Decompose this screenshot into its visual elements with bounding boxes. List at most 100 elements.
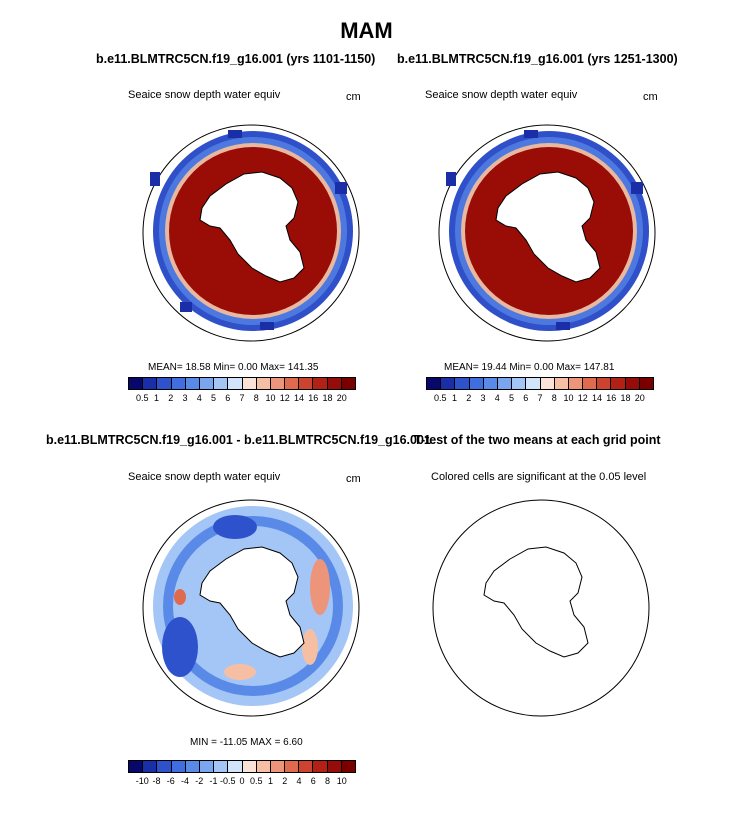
panel-1-colorbar-swatch [327,378,342,389]
panel-4-case-title: T-test of the two means at each grid poi… [414,433,661,447]
panel-1-colorbar-swatch [270,378,286,389]
panel-2-colorbar-swatch [583,378,598,389]
panel-3-colorbar-tick-label: -10 [135,776,149,786]
panel-2-colorbar-tick-label: 7 [537,393,543,403]
panel-3-colorbar-swatch [256,761,271,772]
panel-1-colorbar-swatch [185,378,200,389]
figure-title: MAM [340,18,393,43]
panel-2-colorbar-swatch [483,378,498,389]
panel-2-colorbar-tick-label: 14 [591,393,603,403]
panel-2-colorbar-swatch [427,378,442,389]
panel-2-units: cm [643,91,658,103]
panel-1-colorbar-swatch [313,378,328,389]
panel-1-colorbar-tick-label: 14 [293,393,305,403]
panel-1-colorbar-swatch [171,378,186,389]
panel-2-colorbar-tick-label: 18 [620,393,631,403]
panel-2-colorbar-tick-label: 1 [451,393,458,403]
panel-1-colorbar-tick-label: 8 [253,393,259,403]
panel-2-colorbar-swatch [611,378,626,389]
panel-3-colorbar-swatch [185,761,200,772]
panel-3-colorbar-tick-label: 0.5 [249,776,263,786]
panel-1-colorbar-swatch [228,378,243,389]
panel-3-map [142,499,360,717]
panel-3-stats: MIN = -11.05 MAX = 6.60 [190,737,303,748]
panel-1-colorbar-tick-label: 7 [239,393,245,403]
panel-2-colorbar [426,377,654,390]
panel-1-antarctica [199,171,305,283]
panel-3-colorbar-swatch [341,761,355,772]
panel-1-colorbar-tick-label: 18 [322,393,333,403]
panel-3-colorbar-swatch [199,761,215,772]
panel-1-map [142,124,360,342]
panel-2-colorbar-tick-label: 4 [494,393,500,403]
panel-3-antarctica [199,546,305,658]
panel-1-colorbar-tick-label: 12 [279,393,290,403]
panel-3-colorbar-tick-label: 2 [282,776,288,786]
panel-3-variable-label: Seaice snow depth water equiv [128,471,281,483]
panel-3-colorbar-swatch [143,761,158,772]
panel-3-colorbar-swatch [327,761,342,772]
panel-2-colorbar-swatch [455,378,470,389]
panel-1-colorbar-swatch [143,378,158,389]
panel-3-colorbar-tick-label: 1 [267,776,274,786]
panel-2-colorbar-swatch [597,378,612,389]
panel-2-colorbar-tick-label: 6 [523,393,529,403]
panel-2-colorbar-tick-label: 3 [480,393,486,403]
panel-2-colorbar-swatch [497,378,513,389]
panel-3-colorbar-swatch [313,761,328,772]
panel-3-colorbar-tick-label: -0.5 [219,776,236,786]
panel-1-colorbar-tick-label: 0.5 [135,393,149,403]
panel-1-colorbar-tick-label: 5 [210,393,217,403]
panel-3-colorbar-swatch [242,761,257,772]
panel-2-colorbar-swatch [554,378,569,389]
panel-2-colorbar-tick-label: 12 [577,393,588,403]
panel-2-colorbar-swatch [639,378,653,389]
panel-1-stats: MEAN= 18.58 Min= 0.00 Max= 141.35 [148,362,319,373]
panel-4-variable-label: Colored cells are significant at the 0.0… [431,471,647,483]
panel-1-colorbar-swatch [256,378,271,389]
panel-2-colorbar-tick-label: 5 [508,393,515,403]
panel-3-colorbar-labels: -10 -8 -6 -4 -2 -1 -0.5 0 0.5 1 2 4 6 8 10 [128,776,356,788]
panel-2-colorbar-tick-label: 20 [634,393,645,403]
panel-2-colorbar-swatch [512,378,527,389]
panel-1-variable-label: Seaice snow depth water equiv [128,89,281,101]
panel-3-colorbar-swatch [171,761,186,772]
panel-3-colorbar-tick-label: 8 [324,776,331,786]
panel-3-case-title: b.e11.BLMTRC5CN.f19_g16.001 - b.e11.BLMT… [46,433,431,447]
panel-3-colorbar-swatch [285,761,300,772]
panel-1-colorbar-swatch [242,378,257,389]
panel-2-colorbar-swatch [540,378,555,389]
panel-1-colorbar-labels: 0.5 1 2 3 4 5 6 7 8 10 12 14 16 18 20 [128,393,356,405]
panel-1-colorbar-swatch [299,378,314,389]
panel-2-colorbar-swatch [568,378,584,389]
panel-3-colorbar-tick-label: -2 [195,776,204,786]
panel-2-colorbar-swatch [625,378,640,389]
panel-1-units: cm [346,91,361,103]
panel-2-case-title: b.e11.BLMTRC5CN.f19_g16.001 (yrs 1251-13… [397,52,678,66]
panel-2-colorbar-swatch [469,378,484,389]
panel-1-colorbar-tick-label: 16 [308,393,319,403]
panel-2-variable-label: Seaice snow depth water equiv [425,89,578,101]
panel-2-stats: MEAN= 19.44 Min= 0.00 Max= 147.81 [444,362,615,373]
panel-3-colorbar-swatch [228,761,243,772]
panel-2-colorbar-swatch [441,378,456,389]
panel-1-colorbar-swatch [157,378,172,389]
panel-3-colorbar-swatch [157,761,172,772]
panel-2-colorbar-tick-label: 16 [606,393,617,403]
panel-2-colorbar-tick-label: 0.5 [433,393,447,403]
panel-2-colorbar-tick-label: 10 [563,393,574,403]
panel-3-colorbar-tick-label: 6 [310,776,316,786]
panel-1-colorbar-tick-label: 3 [182,393,188,403]
panel-3-colorbar-tick-label: -6 [166,776,175,786]
panel-3-colorbar-tick-label: -4 [180,776,190,786]
panel-3-colorbar-swatch [270,761,286,772]
panel-3-colorbar-tick-label: -8 [152,776,161,786]
panel-1-colorbar-swatch [129,378,144,389]
panel-1-colorbar [128,377,356,390]
panel-1-colorbar-swatch [341,378,355,389]
panel-3-colorbar-tick-label: 4 [296,776,302,786]
panel-1-colorbar-swatch [285,378,300,389]
panel-3-units: cm [346,473,361,485]
panel-1-colorbar-tick-label: 20 [336,393,347,403]
panel-1-colorbar-tick-label: 4 [196,393,202,403]
